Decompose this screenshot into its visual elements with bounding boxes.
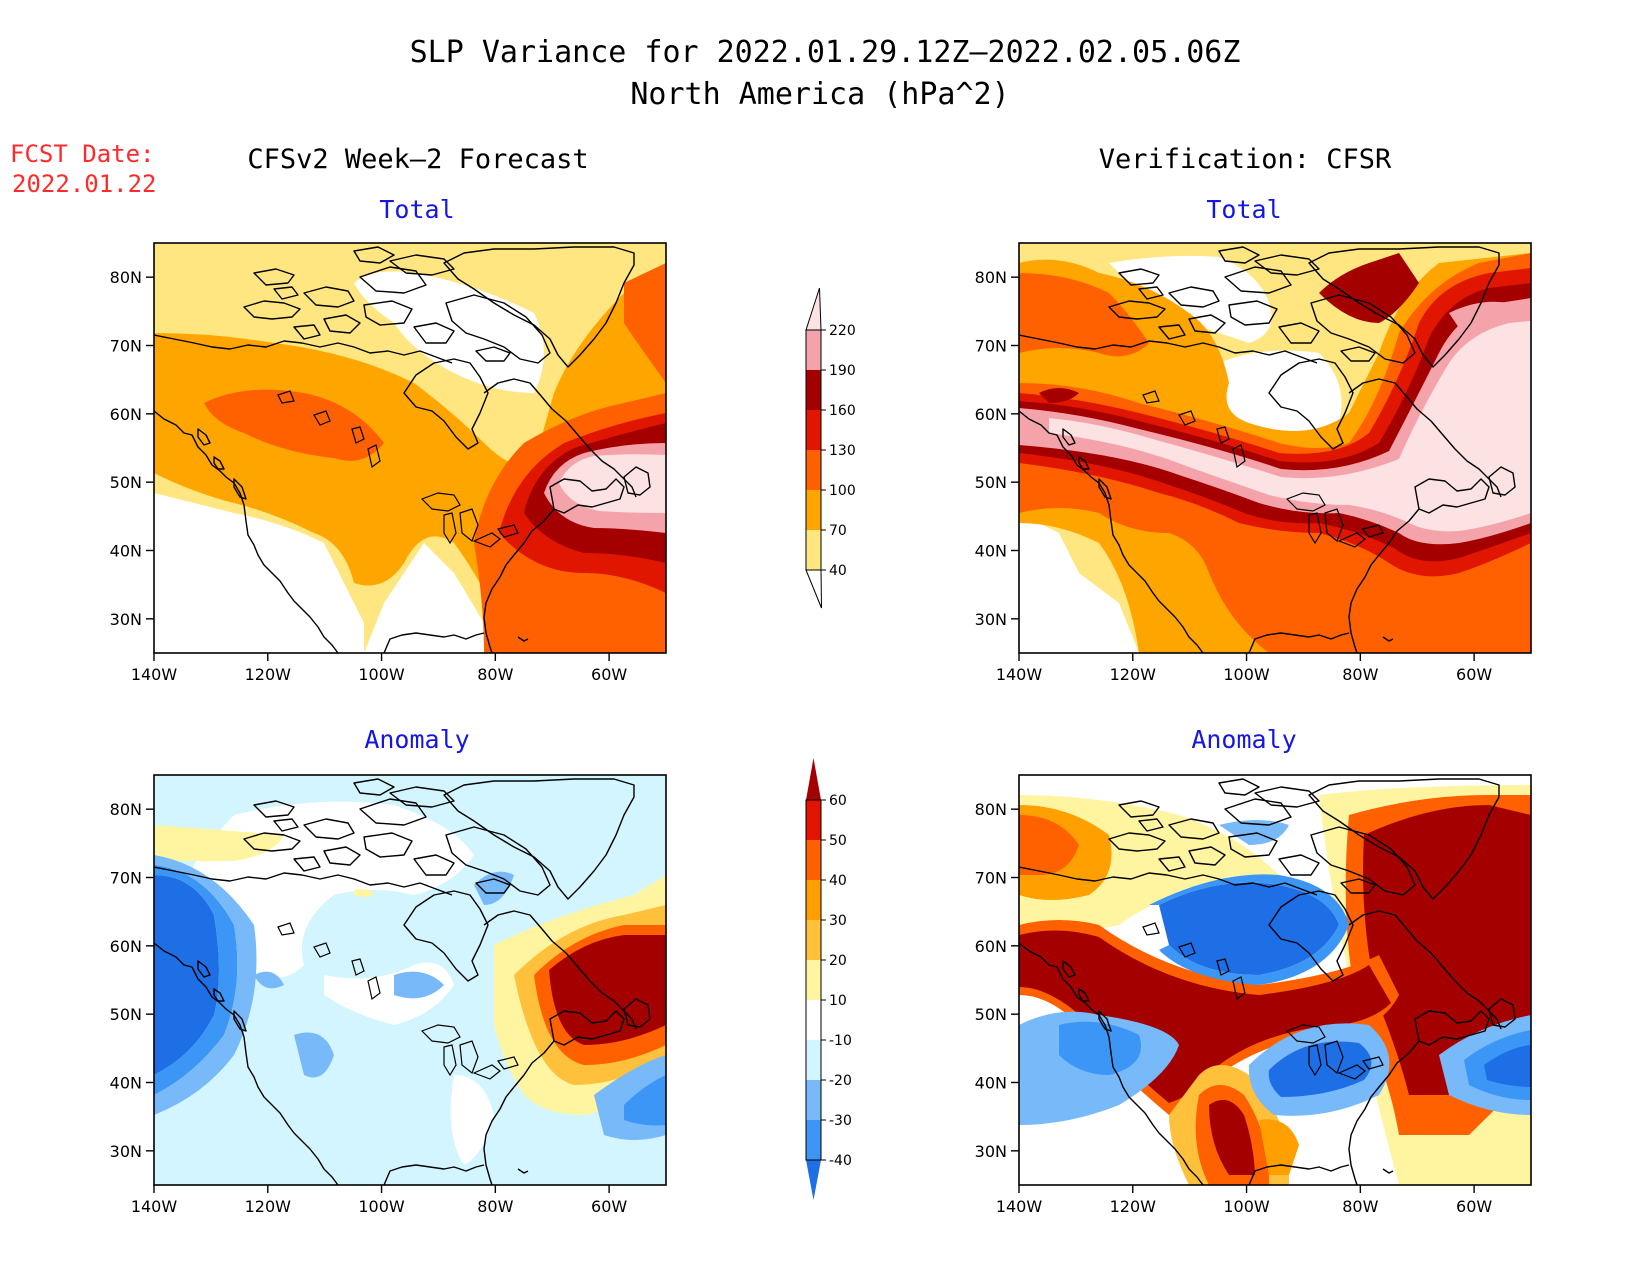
lat-tick-label: 30N: [975, 1142, 1007, 1161]
colorbar-total-upper-extension: [805, 287, 822, 331]
colorbar-total-swatch: [806, 490, 821, 530]
colorbar-anomaly-swatch: [806, 1000, 821, 1040]
lat-tick-label: 60N: [110, 405, 142, 424]
colorbar-anomaly-label: -40: [829, 1153, 852, 1169]
figure-title: SLP Variance for 2022.01.29.12Z–2022.02.…: [410, 35, 1241, 70]
lat-tick-label: 70N: [975, 869, 1007, 888]
lon-tick-label: 60W: [591, 1197, 627, 1216]
colorbar-anomaly-swatch: [806, 840, 821, 880]
colorbar-anomaly-swatch: [806, 1120, 821, 1160]
colorbar-anomaly-label: 40: [829, 873, 847, 889]
lat-tick-label: 50N: [110, 1005, 142, 1024]
lat-tick-label: 40N: [975, 542, 1007, 561]
lat-tick-label: 50N: [975, 473, 1007, 492]
colorbar-anomaly-swatch: [806, 960, 821, 1000]
lon-tick-label: 100W: [358, 665, 405, 684]
lat-tick-label: 60N: [975, 405, 1007, 424]
lon-tick-label: 60W: [1456, 665, 1492, 684]
colorbar-anomaly-label: 20: [829, 953, 847, 969]
colorbar-total-swatch: [806, 410, 821, 450]
lat-tick-label: 70N: [110, 337, 142, 356]
colorbar-anomaly-label: -10: [829, 1033, 852, 1049]
lon-tick-label: 60W: [1456, 1197, 1492, 1216]
colorbar-total-label: 100: [829, 483, 856, 499]
lat-tick-label: 40N: [110, 542, 142, 561]
lon-tick-label: 120W: [1110, 665, 1157, 684]
map-forecast-total: [153, 242, 667, 654]
lon-tick-label: 60W: [591, 665, 627, 684]
verification-column-title: Verification: CFSR: [1099, 144, 1392, 175]
panel-title-verification-total: Total: [1206, 195, 1281, 224]
colorbar-total-lower-extension: [805, 569, 822, 609]
lat-tick-label: 40N: [975, 1074, 1007, 1093]
lon-tick-label: 120W: [1110, 1197, 1157, 1216]
lat-tick-label: 30N: [975, 610, 1007, 629]
colorbar-anomaly-label: -30: [829, 1113, 852, 1129]
lat-tick-label: 40N: [110, 1074, 142, 1093]
lon-tick-label: 120W: [245, 1197, 292, 1216]
colorbar-total-label: 190: [829, 363, 856, 379]
lon-tick-label: 140W: [131, 1197, 178, 1216]
map-axes: 140W 120W 100W 80W 60W 80N 70N 60N 50N 40N 30N 140W…: [110, 268, 1493, 1216]
colorbar-anomaly-swatch: [806, 1040, 821, 1080]
lat-tick-label: 70N: [975, 337, 1007, 356]
colorbar-anomaly-lower-extension: [806, 1160, 821, 1200]
colorbar-total-label: 160: [829, 403, 856, 419]
colorbar-anomaly-label: 30: [829, 913, 847, 929]
lat-tick-label: 80N: [975, 800, 1007, 819]
colorbar-anomaly-label: -20: [829, 1073, 852, 1089]
fcst-date-value: 2022.01.22: [12, 170, 157, 198]
colorbar-anomaly-upper-extension: [806, 758, 821, 800]
lon-tick-label: 120W: [245, 665, 292, 684]
panel-title-forecast-anomaly: Anomaly: [364, 725, 469, 754]
lat-tick-label: 70N: [110, 869, 142, 888]
lon-tick-label: 80W: [1342, 665, 1378, 684]
lat-tick-label: 30N: [110, 1142, 142, 1161]
colorbar-total-swatch: [806, 370, 821, 410]
colorbar-anomaly-swatch: [806, 880, 821, 920]
colorbar-total-swatch: [806, 330, 821, 370]
forecast-column-title: CFSv2 Week–2 Forecast: [247, 144, 588, 175]
colorbar-anomaly-swatch: [806, 800, 821, 840]
colorbar-anomaly-frame: [805, 799, 822, 1161]
lat-tick-label: 50N: [975, 1005, 1007, 1024]
colorbar-total: 40 70 100 130 160 190 220: [805, 287, 856, 609]
map-verification-anomaly: [1018, 774, 1532, 1186]
colorbar-anomaly: -40 -30 -20 -10 10 20 30 40 50 60: [805, 758, 852, 1200]
colorbar-total-label: 40: [829, 563, 847, 579]
colorbar-total-swatch: [806, 530, 821, 570]
map-verification-total: [1018, 242, 1532, 654]
colorbar-anomaly-swatch: [806, 920, 821, 960]
colorbar-total-label: 130: [829, 443, 856, 459]
colorbar-total-swatch: [806, 450, 821, 490]
figure-subtitle: North America (hPa^2): [630, 77, 1009, 112]
lat-tick-label: 80N: [975, 268, 1007, 287]
colorbar-anomaly-label: 60: [829, 793, 847, 809]
lon-tick-label: 100W: [358, 1197, 405, 1216]
lon-tick-label: 140W: [996, 665, 1043, 684]
lon-tick-label: 140W: [131, 665, 178, 684]
lat-tick-label: 80N: [110, 800, 142, 819]
colorbar-anomaly-swatch: [806, 1080, 821, 1120]
lat-tick-label: 60N: [110, 937, 142, 956]
colorbar-total-label: 220: [829, 323, 856, 339]
lon-tick-label: 140W: [996, 1197, 1043, 1216]
lat-tick-label: 60N: [975, 937, 1007, 956]
colorbar-total-label: 70: [829, 523, 847, 539]
map-forecast-anomaly: [153, 774, 667, 1186]
lon-tick-label: 80W: [1342, 1197, 1378, 1216]
colorbar-anomaly-label: 50: [829, 833, 847, 849]
lat-tick-label: 50N: [110, 473, 142, 492]
lon-tick-label: 80W: [477, 1197, 513, 1216]
colorbar-anomaly-label: 10: [829, 993, 847, 1009]
lat-tick-label: 30N: [110, 610, 142, 629]
lon-tick-label: 100W: [1223, 1197, 1270, 1216]
panel-title-verification-anomaly: Anomaly: [1191, 725, 1296, 754]
panel-title-forecast-total: Total: [379, 195, 454, 224]
lat-tick-label: 80N: [110, 268, 142, 287]
fcst-date-label: FCST Date:: [10, 140, 155, 168]
lon-tick-label: 80W: [477, 665, 513, 684]
lon-tick-label: 100W: [1223, 665, 1270, 684]
